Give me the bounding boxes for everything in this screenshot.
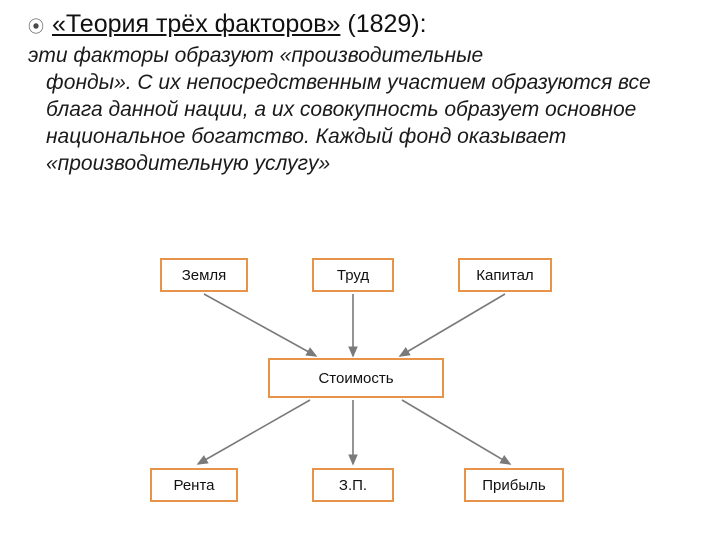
node-zp: З.П.: [312, 468, 394, 502]
slide: ⦿ «Теория трёх факторов» (1829): эти фак…: [0, 0, 720, 540]
node-label: Прибыль: [482, 477, 545, 494]
node-kapital: Капитал: [458, 258, 552, 292]
heading-rest: (1829):: [340, 10, 426, 38]
heading-underlined: «Теория трёх факторов»: [52, 10, 340, 38]
node-trud: Труд: [312, 258, 394, 292]
bullet-icon: ⦿: [28, 20, 44, 36]
node-zemlya: Земля: [160, 258, 248, 292]
arrow: [198, 400, 310, 464]
body-paragraph: эти факторы образуют «производительные ф…: [28, 43, 692, 177]
node-label: Стоимость: [318, 370, 393, 387]
node-label: Труд: [337, 267, 369, 284]
body-line1: эти факторы образуют «производительные: [28, 44, 483, 67]
node-renta: Рента: [150, 468, 238, 502]
factors-diagram: Земля Труд Капитал Стоимость Рента З.П. …: [120, 258, 620, 518]
node-label: Рента: [173, 477, 214, 494]
arrow: [400, 294, 505, 356]
arrow: [204, 294, 316, 356]
heading: ⦿ «Теория трёх факторов» (1829):: [28, 10, 692, 39]
arrow: [402, 400, 510, 464]
node-label: Земля: [182, 267, 227, 284]
node-stoimost: Стоимость: [268, 358, 444, 398]
body-rest: фонды». С их непосредственным участием о…: [28, 70, 692, 178]
heading-text: «Теория трёх факторов» (1829):: [52, 10, 427, 39]
node-pribyl: Прибыль: [464, 468, 564, 502]
node-label: Капитал: [476, 267, 533, 284]
node-label: З.П.: [339, 477, 367, 494]
